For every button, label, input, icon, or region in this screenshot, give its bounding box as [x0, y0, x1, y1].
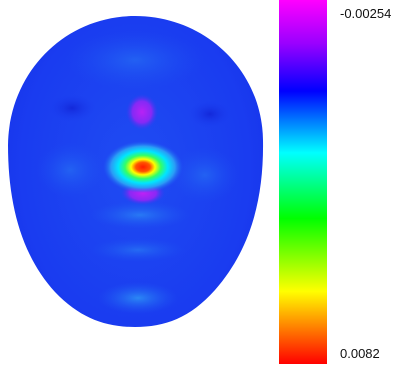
face-heatmap-svg	[8, 16, 264, 327]
face-surface	[8, 16, 264, 327]
colorbar-min-label: 0.0082	[340, 346, 380, 361]
colorbar	[279, 0, 327, 364]
colorbar-max-label: -0.00254	[340, 6, 392, 21]
face-heatmap	[8, 16, 264, 327]
colorbar-gradient	[279, 0, 327, 364]
